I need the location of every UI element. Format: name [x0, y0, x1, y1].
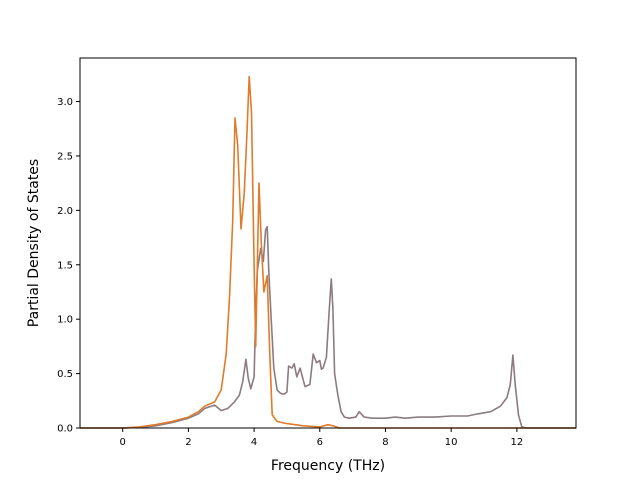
y-tick-label: 1.0: [57, 315, 73, 326]
x-tick-label: 0: [120, 437, 126, 448]
x-axis-ticks: 0 2 4 6 8 10 12: [120, 428, 524, 448]
y-tick-label: 0.0: [57, 424, 73, 435]
x-tick-label: 4: [251, 437, 257, 448]
y-axis-label: Partial Density of States: [26, 159, 42, 327]
y-tick-label: 2.0: [57, 206, 73, 217]
plot-area-frame: [79, 57, 577, 429]
x-tick-label: 2: [185, 437, 191, 448]
y-axis-ticks: 0.0 0.5 1.0 1.5 2.0 2.5 3.0: [57, 97, 80, 435]
series-line-2: [80, 75, 576, 429]
x-tick-label: 12: [511, 437, 524, 448]
series-line-1: [80, 225, 576, 429]
x-axis-label: Frequency (THz): [271, 458, 385, 474]
y-tick-label: 0.5: [57, 369, 73, 380]
x-tick-label: 8: [382, 437, 388, 448]
y-tick-label: 3.0: [57, 97, 73, 108]
series-layer: [80, 75, 576, 429]
y-tick-label: 2.5: [57, 151, 73, 162]
y-tick-label: 1.5: [57, 260, 73, 271]
x-tick-label: 10: [445, 437, 458, 448]
x-tick-label: 6: [317, 437, 323, 448]
